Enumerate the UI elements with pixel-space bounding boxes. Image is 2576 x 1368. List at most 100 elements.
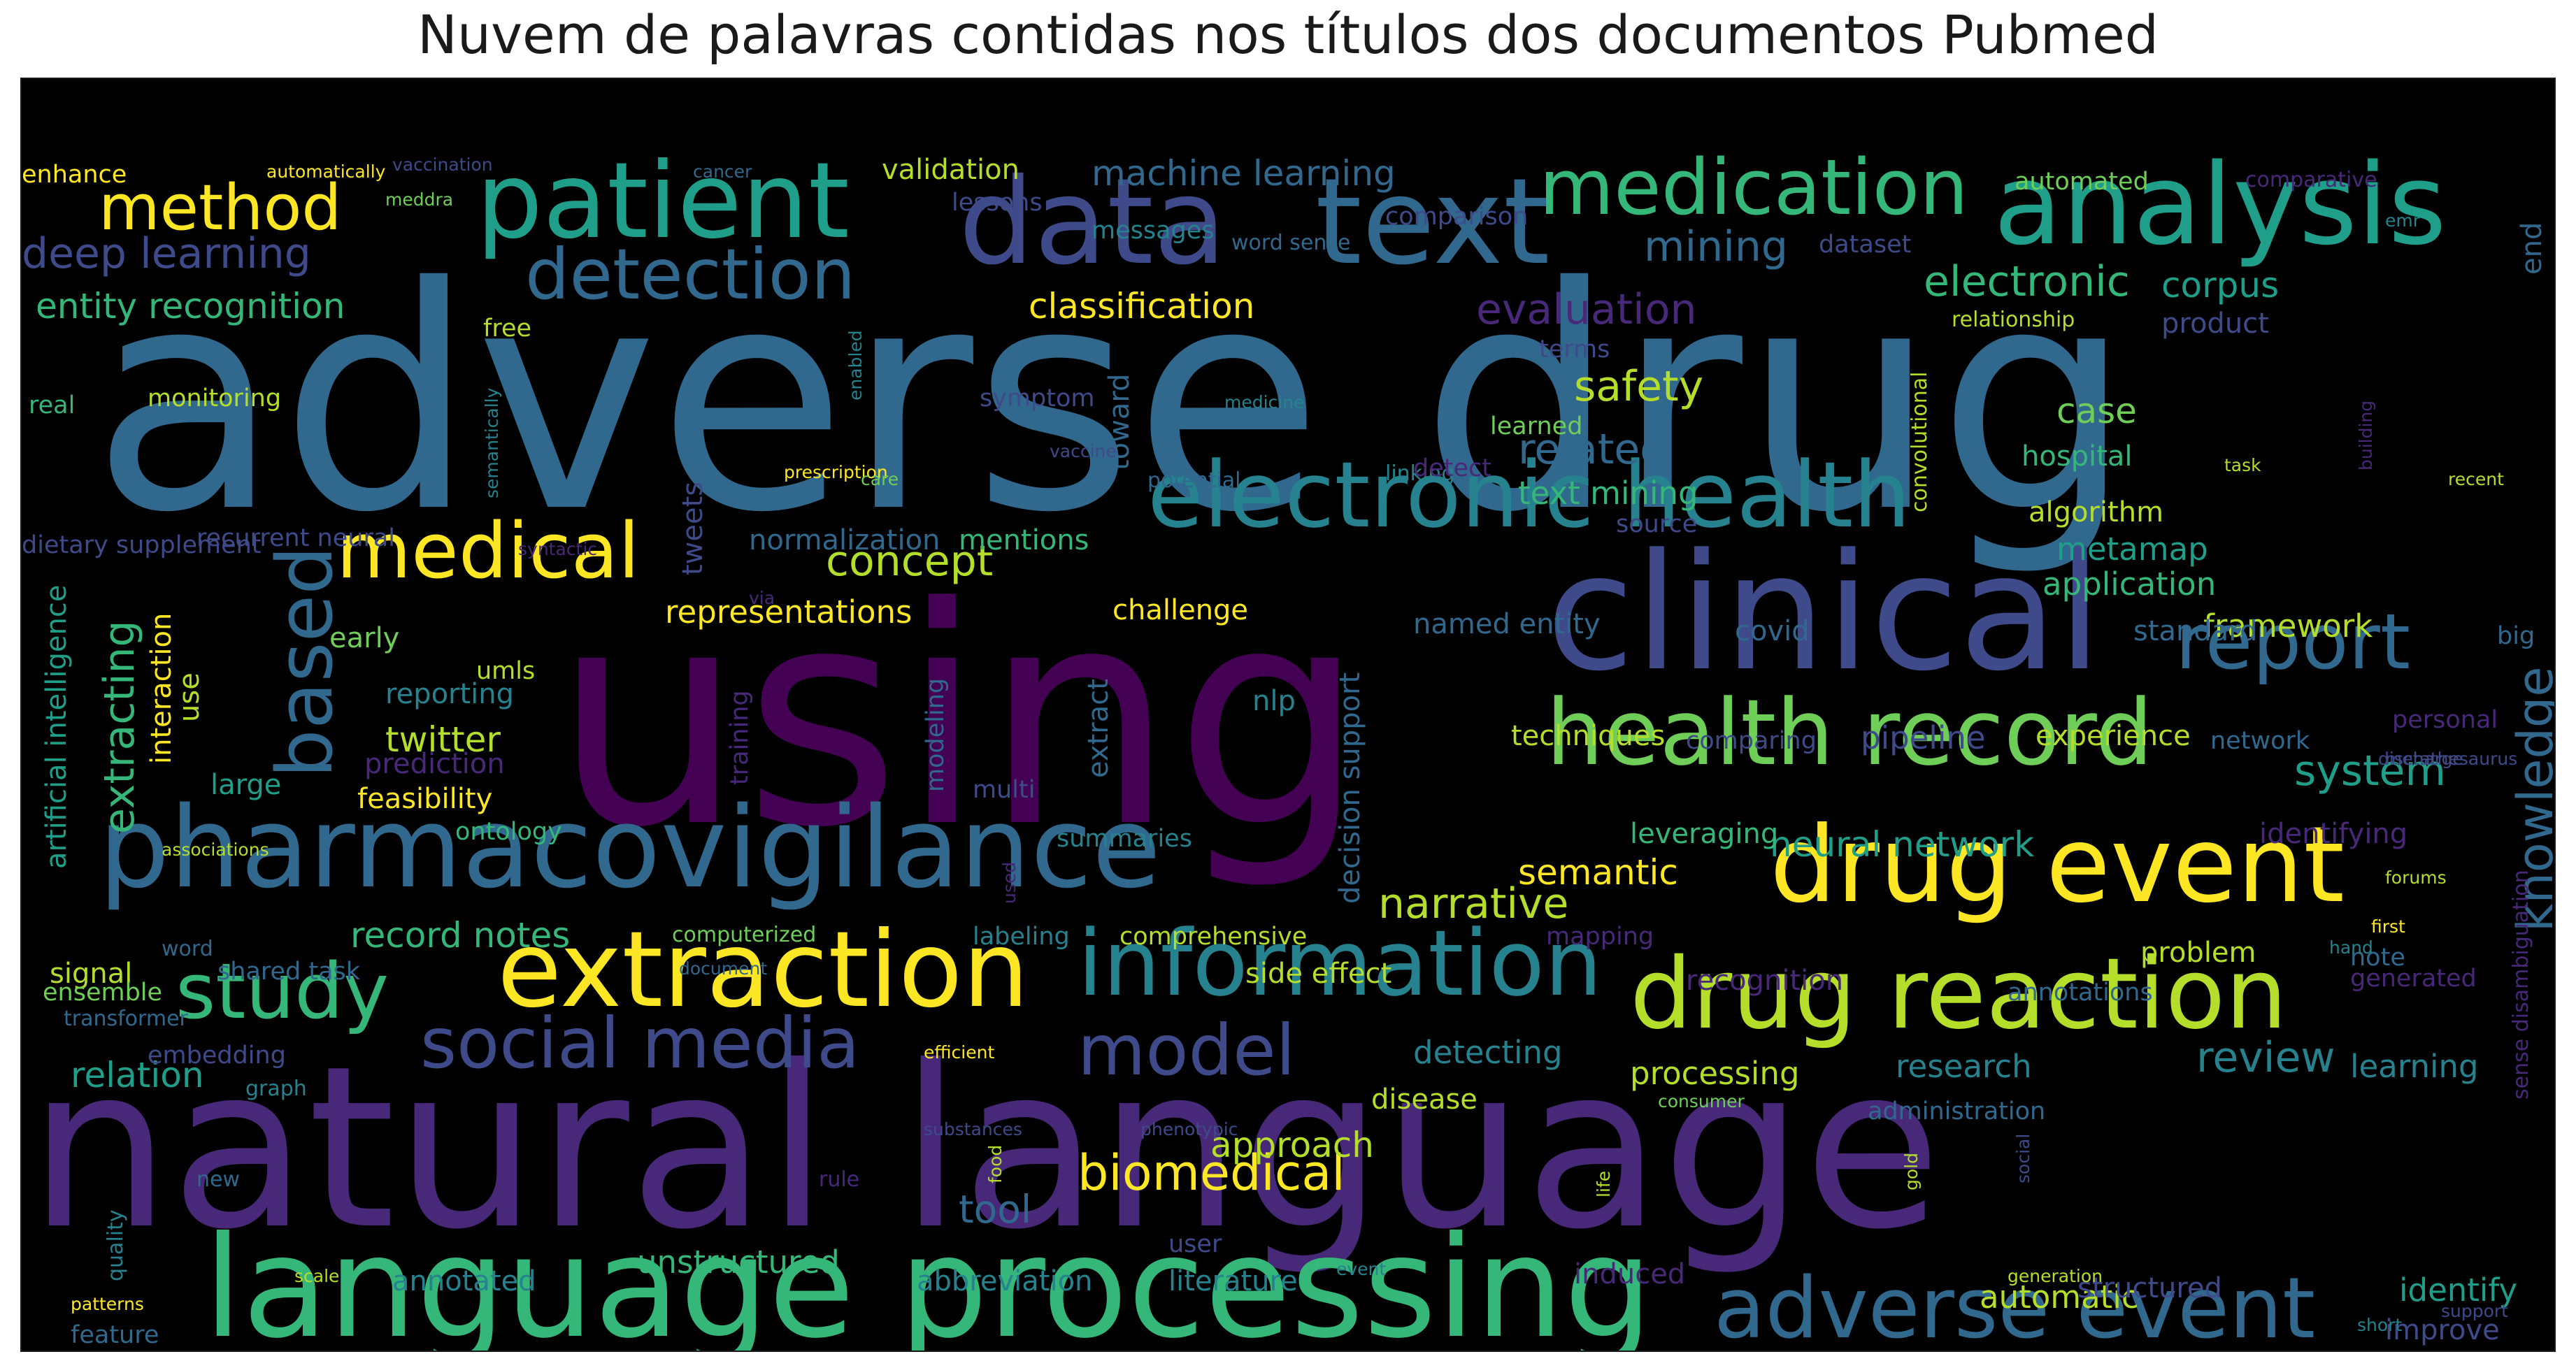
word-monitoring: monitoring [148,384,282,412]
word-biomedical: biomedical [1078,1144,1345,1202]
word-abbreviation: abbreviation [917,1265,1093,1297]
word-language-processing: language processing [203,1207,1653,1352]
word-mentions: mentions [959,524,1089,556]
word-processing: processing [1630,1055,1800,1092]
word-sense-disambiguation: sense disambiguation [2509,870,2533,1100]
word-framework: framework [2203,607,2373,645]
word-new: new [196,1167,241,1192]
word-improve: improve [2385,1314,2500,1346]
word-health-record: health record [1546,679,2154,786]
word-event: event [1336,1259,1387,1279]
word-medical: medical [336,506,640,596]
word-decision-support: decision support [1334,672,1366,904]
word-artificial-intelligence: artificial intelligence [41,584,73,869]
word-metamap: metamap [2056,531,2208,568]
word-medication: medication [1539,143,1968,232]
word-word: word [162,937,213,961]
word-text-mining: text mining [1518,475,1698,512]
word-information: information [1078,910,1603,1016]
word-side-effect: side effect [1245,958,1392,990]
word-via: via [749,588,775,608]
word-meddra: meddra [385,189,454,210]
word-clinical: clinical [1546,520,2103,707]
word-validation: validation [882,154,1019,186]
word-deep-learning: deep learning [22,229,311,278]
word-problem: problem [2140,937,2256,969]
word-drug-reaction: drug reaction [1630,937,2288,1051]
word-cancer: cancer [693,161,752,182]
word-drug-event: drug event [1770,805,2345,926]
word-medicine: medicine [1224,392,1305,412]
word-vaccine: vaccine [1050,441,1117,461]
word-generation: generation [2008,1266,2103,1286]
word-messages: messages [1092,217,1215,245]
word-detect: detect [1413,454,1491,482]
word-user: user [1168,1230,1222,1258]
word-covid: covid [1735,615,1810,647]
word-detection: detection [525,233,856,315]
word-enhance: enhance [22,161,127,189]
word-application: application [2042,566,2217,603]
word-normalization: normalization [749,524,940,556]
word-note: note [2350,944,2405,972]
word-word-sense: word sense [1231,231,1351,255]
word-potential: potential [1147,468,1241,493]
word-dataset: dataset [1819,231,1912,259]
word-machine-learning: machine learning [1092,153,1396,194]
word-comprehensive: comprehensive [1119,923,1308,951]
word-unstructured: unstructured [637,1244,840,1281]
word-relationship: relationship [1952,308,2075,332]
word-consumer: consumer [1658,1091,1745,1111]
word-learned: learned [1490,412,1583,440]
word-comparative: comparative [2245,168,2377,192]
word-automatic: automatic [1980,1279,2139,1316]
word-early: early [329,622,400,654]
word-case: case [2056,391,2137,431]
word-representations: representations [665,593,913,631]
word-research: research [1896,1048,2032,1085]
word-gold: gold [1901,1153,1922,1190]
word-based: based [260,545,350,778]
word-method: method [99,171,342,245]
word-food: food [985,1144,1006,1183]
word-rule: rule [819,1167,860,1192]
word-first: first [2371,916,2405,937]
word-linking: linking [1385,461,1455,486]
word-entity-recognition: entity recognition [36,286,345,326]
word-symptom: symptom [980,384,1095,412]
word-text: text [1315,153,1550,291]
word-umls: umls [476,657,536,685]
word-nlp: nlp [1252,685,1296,717]
word-study: study [176,946,389,1036]
word-source: source [1616,510,1698,538]
word-cloud: adverse drug using natural language languag… [20,78,2556,1352]
word-tweets: tweets [677,481,709,575]
word-embedding: embedding [148,1042,286,1070]
word-mapping: mapping [1546,923,1654,951]
word-free: free [483,315,532,343]
word-prediction: prediction [364,748,505,780]
word-convolutional: convolutional [1908,371,1932,512]
word-narrative: narrative [1378,879,1569,928]
word-challenge: challenge [1112,594,1249,626]
word-big: big [2497,622,2535,650]
word-ontology: ontology [455,818,562,846]
word-extract: extract [1082,679,1115,778]
word-interaction: interaction [145,612,178,764]
word-administration: administration [1868,1097,2046,1125]
word-tool: tool [959,1187,1032,1232]
word-social: social [2013,1133,2033,1183]
word-used: used [999,861,1019,904]
word-real: real [29,391,76,419]
word-identify: identify [2399,1272,2518,1309]
word-support: support [2441,1301,2508,1321]
word-standard: standard [2133,615,2258,647]
word-summaries: summaries [1057,825,1192,853]
word-neural-network: neural network [1770,824,2035,865]
word-named-entity: named entity [1413,608,1601,640]
word-model: model [1078,1009,1296,1091]
word-efficient: efficient [924,1042,995,1063]
word-associations: associations [162,840,269,860]
word-emr: emr [2385,210,2421,231]
word-comparison: comparison [1385,203,1529,231]
